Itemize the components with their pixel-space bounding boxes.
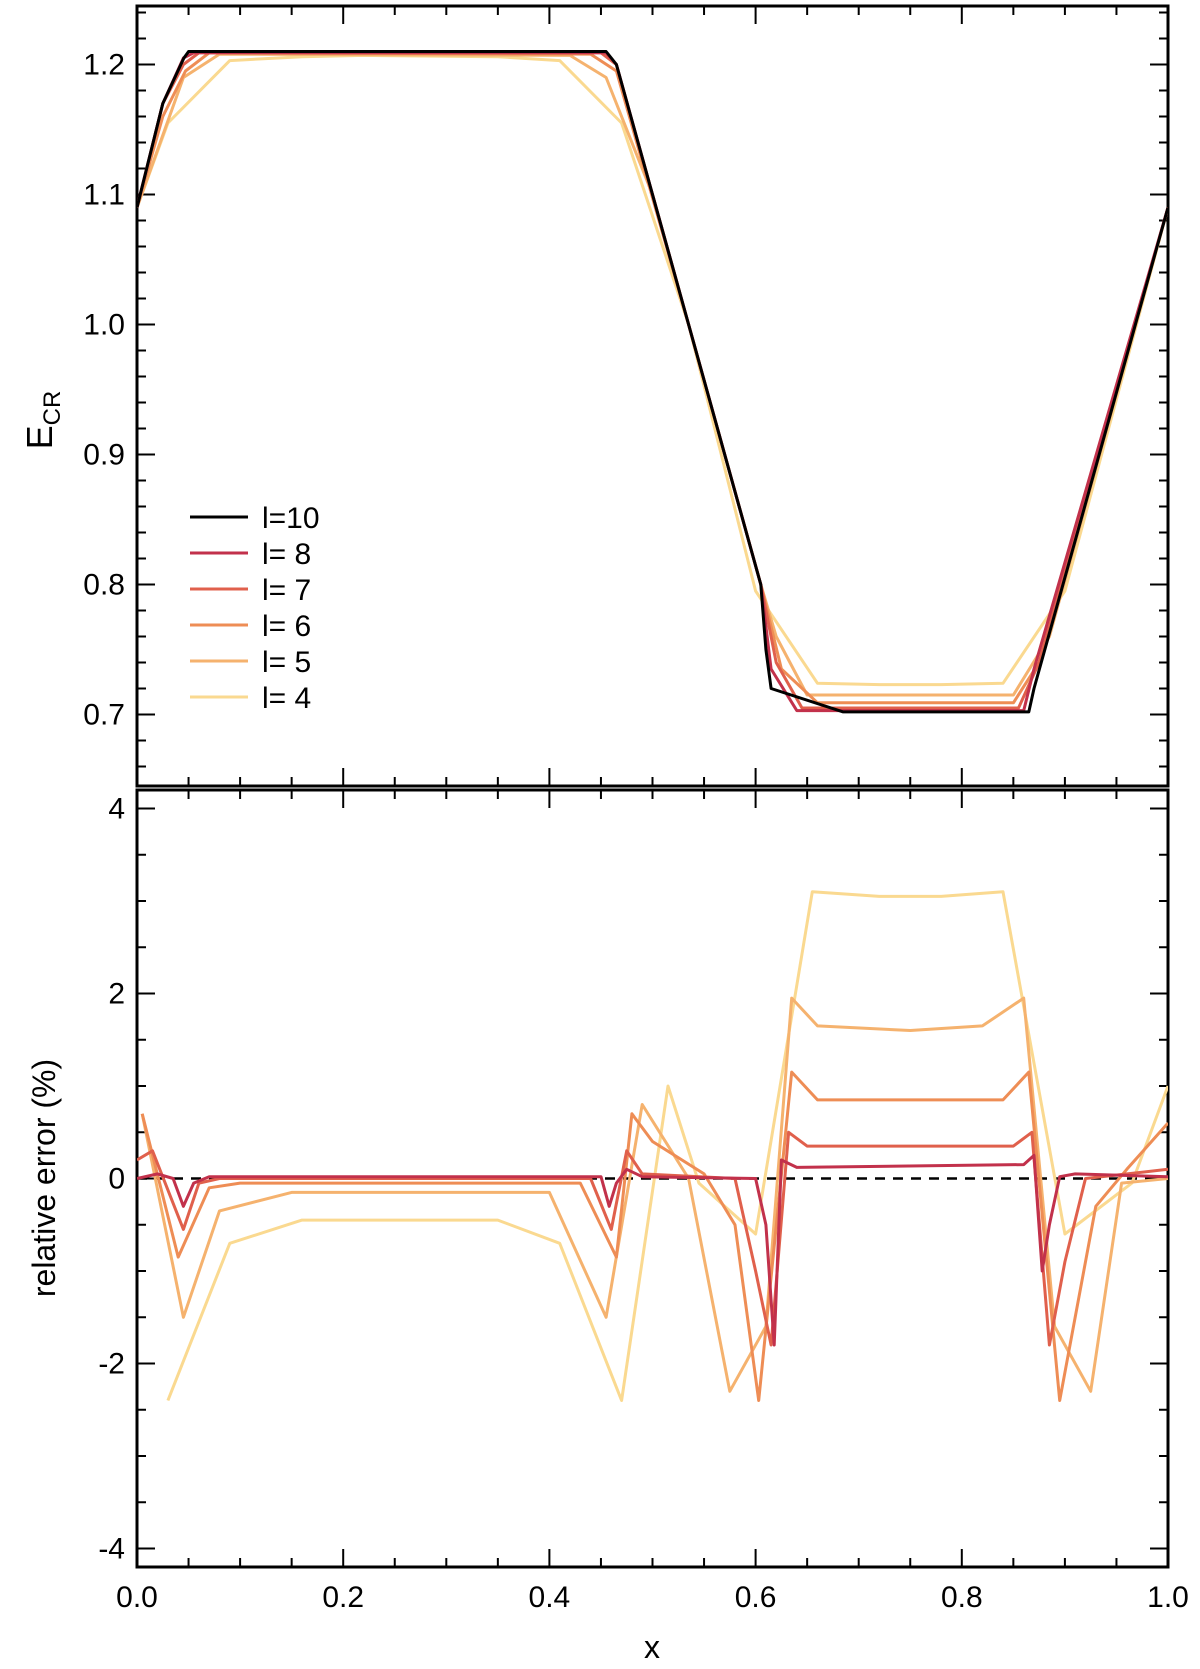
y-tick-label: 0.7 xyxy=(83,699,125,732)
series-line-l4 xyxy=(137,53,1168,687)
bottom-y-axis-label: relative error (%) xyxy=(26,1059,62,1297)
bottom-series xyxy=(137,890,1168,1402)
x-tick-label: 0.0 xyxy=(116,1581,158,1614)
top-y-axis-label: ECR xyxy=(19,391,66,450)
x-tick-label: 0.6 xyxy=(735,1581,777,1614)
bottom-x-axis-label: x xyxy=(644,1629,660,1665)
bottom-y-tick-labels: -4 -2 0 2 4 xyxy=(98,793,125,1566)
legend-label: l=10 xyxy=(262,502,320,535)
x-tick-label: 0.8 xyxy=(941,1581,983,1614)
y-tick-label: 2 xyxy=(108,978,125,1011)
y-tick-label: 0 xyxy=(108,1163,125,1196)
y-tick-label: 1.2 xyxy=(83,49,125,82)
top-y-axis-label-main: E xyxy=(19,425,60,449)
top-series xyxy=(137,50,1168,714)
legend-label: l= 7 xyxy=(262,574,311,607)
top-y-tick-labels: 0.7 0.8 0.9 1.0 1.1 1.2 xyxy=(83,49,125,732)
legend-label: l= 8 xyxy=(262,538,311,571)
bottom-x-tick-labels: 0.0 0.2 0.4 0.6 0.8 1.0 xyxy=(116,1581,1189,1614)
series-line-l6 xyxy=(140,1070,1168,1402)
legend: l=10l= 8l= 7l= 6l= 5l= 4 xyxy=(190,502,320,715)
x-tick-label: 1.0 xyxy=(1147,1581,1189,1614)
y-tick-label: 0.8 xyxy=(83,569,125,602)
top-panel: 0.70.80.91.01.11.2 ECR l=10l= 8l= 7l= 6l… xyxy=(19,4,1170,788)
series-line-l5 xyxy=(140,996,1168,1393)
y-tick-label: 0.9 xyxy=(83,439,125,472)
y-tick-label: 4 xyxy=(108,793,125,826)
x-tick-label: 0.4 xyxy=(529,1581,571,1614)
y-tick-label: -2 xyxy=(98,1348,125,1381)
legend-label: l= 4 xyxy=(262,682,311,715)
top-y-axis-label-sub: CR xyxy=(39,391,66,426)
bottom-panel: -4 -2 0 2 4 0.0 0.2 0.4 0.6 0.8 1.0 relative erro… xyxy=(26,788,1189,1665)
series-line-l8 xyxy=(137,1153,1168,1347)
y-tick-label: 1.0 xyxy=(83,309,125,342)
legend-label: l= 5 xyxy=(262,646,311,679)
y-tick-label: 1.1 xyxy=(83,179,125,212)
x-tick-label: 0.2 xyxy=(322,1581,364,1614)
top-ticks xyxy=(136,6,1169,786)
series-line-l10 xyxy=(137,50,1168,714)
series-line-l7 xyxy=(137,1130,1168,1347)
legend-label: l= 6 xyxy=(262,610,311,643)
y-tick-label: -4 xyxy=(98,1533,125,1566)
